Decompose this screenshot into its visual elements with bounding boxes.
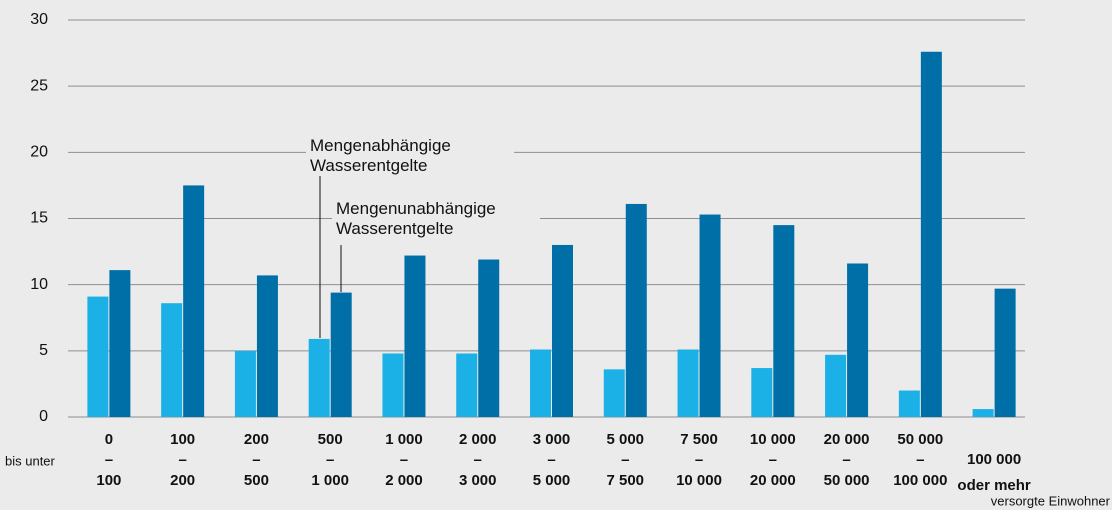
bar — [234, 350, 256, 417]
x-tick-label: 10 000 — [676, 472, 722, 489]
bar — [530, 349, 551, 417]
x-tick-label: 2 000 — [459, 431, 497, 448]
x-tick-label: 1 000 — [385, 431, 423, 448]
y-tick-label: 5 — [39, 342, 48, 359]
bar — [603, 369, 625, 417]
y-tick-label: 25 — [30, 77, 48, 94]
x-tick-label: – — [252, 451, 260, 468]
bar — [825, 354, 847, 417]
bar — [552, 244, 573, 417]
category-prefix: bis unter — [5, 453, 56, 468]
bar — [972, 409, 994, 417]
x-tick-label: 500 — [244, 472, 269, 489]
bar — [109, 270, 131, 417]
x-tick-label: 100 000 — [893, 472, 947, 489]
bar — [920, 51, 942, 417]
bar — [898, 390, 920, 417]
bar — [161, 303, 183, 417]
bar — [847, 263, 869, 417]
x-tick-label: 2 000 — [385, 472, 423, 489]
x-tick-label: – — [621, 451, 629, 468]
x-tick-label: 10 000 — [750, 431, 796, 448]
y-tick-label: 10 — [30, 276, 48, 293]
x-tick-label: – — [474, 451, 482, 468]
x-tick-label: 5 000 — [606, 431, 644, 448]
x-tick-label: – — [695, 451, 703, 468]
y-tick-label: 0 — [39, 408, 48, 425]
bar — [404, 255, 426, 417]
x-tick-label: 20 000 — [824, 431, 870, 448]
x-tick-label: 200 — [244, 431, 269, 448]
series-annotation: Mengenunabhängige Wasserentgelte — [332, 199, 540, 239]
x-tick-label: 50 000 — [824, 472, 870, 489]
bar — [478, 259, 500, 417]
x-tick-label: – — [547, 451, 555, 468]
x-tick-label: 1 000 — [311, 472, 349, 489]
x-tick-label: – — [105, 451, 113, 468]
x-tick-label: – — [326, 451, 334, 468]
bar — [699, 214, 721, 417]
x-axis-label: versorgte Einwohner — [991, 493, 1111, 508]
x-tick-label: – — [916, 451, 924, 468]
bar — [456, 353, 478, 417]
bar — [183, 185, 205, 417]
x-tick-label: 100 — [170, 431, 195, 448]
bar — [382, 353, 404, 417]
x-tick-label: 100 000 — [967, 451, 1021, 468]
bar — [87, 296, 109, 417]
x-tick-label: 3 000 — [533, 431, 571, 448]
plot: 0 5 10 15 20 25 30 0 – 100 100 – 200 200 – 500 500 – 1 000… — [30, 11, 1031, 494]
x-tick-label: 200 — [170, 472, 195, 489]
bar — [256, 275, 278, 417]
x-tick-label: – — [178, 451, 186, 468]
x-tick-label: 100 — [96, 472, 121, 489]
x-tick-label: 3 000 — [459, 472, 497, 489]
x-tick-label: – — [769, 451, 777, 468]
x-tick-label: 0 — [105, 431, 113, 448]
x-tick-label: 5 000 — [533, 472, 571, 489]
x-tick-label: oder mehr — [957, 477, 1031, 494]
y-tick-label: 20 — [30, 144, 48, 161]
x-tick-label: 7 500 — [606, 472, 644, 489]
y-tick-label: 30 — [30, 11, 48, 28]
x-tick-label: 50 000 — [897, 431, 943, 448]
x-tick-label: – — [842, 451, 850, 468]
bar — [773, 225, 795, 417]
x-tick-label: 7 500 — [680, 431, 718, 448]
bar — [330, 292, 352, 417]
bar — [994, 288, 1016, 417]
series-annotation: Mengenabhängige Wasserentgelte — [306, 136, 514, 176]
bar — [751, 368, 773, 417]
y-tick-label: 15 — [30, 210, 48, 227]
bar — [625, 203, 647, 417]
x-tick-label: – — [400, 451, 408, 468]
x-tick-label: 20 000 — [750, 472, 796, 489]
bar — [308, 338, 330, 417]
x-tick-label: 500 — [318, 431, 343, 448]
bar — [677, 349, 699, 417]
